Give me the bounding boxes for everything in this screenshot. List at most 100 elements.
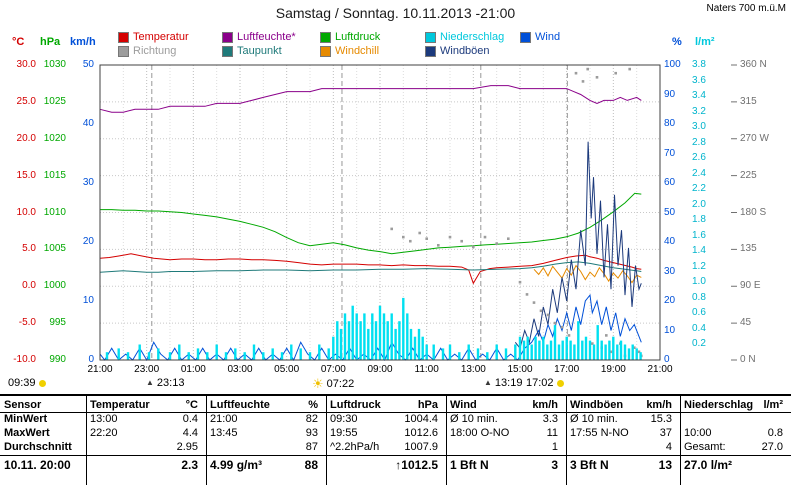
tick-label: 45 — [740, 317, 752, 329]
table-cell: 3.3 — [542, 413, 558, 425]
tick-label: 25.0 — [16, 95, 36, 107]
tick-label: 3.2 — [692, 105, 706, 117]
tick-label: 1015 — [43, 169, 66, 181]
table-cell: 4 — [665, 441, 672, 453]
table-cell: 93 — [305, 427, 318, 439]
legend-item-windchill: Windchill — [320, 45, 379, 57]
table-cell: 19:55 — [330, 427, 358, 439]
triangle-icon: ▲ — [146, 378, 154, 387]
tick-label: -10.0 — [13, 354, 36, 365]
legend-label: Luftdruck — [335, 31, 381, 43]
table-cell: 0.8 — [767, 427, 783, 439]
table-divider — [206, 396, 207, 485]
tick-label: 30 — [664, 265, 676, 277]
table-cell: ^2.2hPa/h — [330, 441, 380, 453]
tick-label: 0.6 — [692, 307, 706, 319]
time-tick-label: 09:00 — [367, 364, 393, 375]
legend-label: Taupunkt — [237, 45, 282, 57]
tick-label: 70 — [664, 147, 676, 159]
time-tick-label: 19:00 — [600, 364, 626, 375]
astro-marker-2313: ▲ 23:13 — [146, 377, 184, 389]
station-name: Naters 700 m.ü.M — [706, 3, 786, 14]
tick-label: 0.0 — [22, 280, 36, 292]
tick-label: 10.0 — [16, 206, 36, 218]
tick-label: 2.8 — [692, 136, 706, 148]
legend-label: Richtung — [133, 45, 177, 57]
tick-label: 50 — [82, 59, 94, 70]
time-tick-label: 11:00 — [414, 364, 439, 375]
axis-unit-c: °C — [12, 36, 25, 48]
tick-label: 995 — [49, 317, 66, 329]
table-cell: Sensor — [4, 399, 42, 411]
tick-label: 40 — [82, 118, 94, 129]
time-tick-label: 05:00 — [274, 364, 300, 375]
tick-label: 0 N — [740, 354, 756, 365]
tick-label: 20 — [664, 295, 676, 306]
table-cell: Luftdruck — [330, 399, 381, 411]
table-cell: 1007.9 — [404, 441, 438, 453]
tick-label: 15.0 — [16, 169, 36, 181]
legend-item-luftdruck: Luftdruck — [320, 31, 380, 43]
tick-label: 30.0 — [16, 59, 36, 70]
tick-label: 0.8 — [692, 291, 706, 303]
tick-label: 360 N — [740, 59, 767, 70]
table-cell: Ø 10 min. — [450, 413, 498, 425]
legend-item-temperatur: Temperatur — [118, 31, 189, 43]
table-cell: 2.95 — [176, 441, 198, 453]
tick-label: 270 W — [740, 132, 769, 144]
table-cell: 88 — [304, 458, 318, 472]
stats-table: Sensor MinWert MaxWert Durchschnitt 10.11. 2… — [0, 394, 791, 485]
legend-label: Luftfeuchte* — [237, 31, 296, 43]
table-cell: 11 — [546, 427, 558, 439]
table-cell: hPa — [417, 399, 438, 411]
legend-item-taupunkt: Taupunkt — [222, 45, 282, 57]
tick-label: 90 E — [740, 280, 761, 292]
astro-marker-1319: ▲ 13:19 — [484, 377, 522, 389]
table-cell: 1 Bft N — [450, 458, 489, 472]
tick-label: -5.0 — [18, 317, 36, 329]
astro-time: 13:19 — [494, 377, 523, 389]
tick-label: 10 — [664, 324, 676, 336]
legend-swatch-taupunkt — [222, 45, 233, 57]
tick-label: 80 — [664, 118, 676, 129]
table-cell: 10.11. 20:00 — [4, 458, 71, 472]
legend-item-windb-en: Windböen — [425, 45, 490, 57]
table-cell: Durchschnitt — [4, 441, 72, 453]
table-cell: 4.99 g/m³ — [210, 458, 263, 472]
tick-label: 1.0 — [692, 276, 706, 288]
y-axis-pressure: 1030 1025 1020 1015 1010 1005 1000 995 990 — [37, 0, 66, 483]
axis-unit-: % — [672, 36, 682, 48]
chart-title: Samstag / Sonntag. 10.11.2013 -21:00 — [275, 5, 516, 21]
table-cell: Temperatur — [90, 399, 150, 411]
legend-swatch-richtung — [118, 45, 129, 57]
legend-swatch-windchill — [320, 45, 331, 57]
moon-icon — [556, 379, 564, 387]
table-cell: Wind — [450, 399, 477, 411]
time-tick-label: 13:00 — [460, 364, 486, 375]
y-axis-temperature: 30.0 25.0 20.0 15.0 10.0 5.0 0.0 -5.0 -10.0 — [6, 0, 36, 483]
table-divider — [566, 396, 567, 485]
table-cell: 13:45 — [210, 427, 238, 439]
table-cell: Gesamt: — [684, 441, 726, 453]
tick-label: 1.6 — [692, 229, 706, 241]
legend-label: Niederschlag — [440, 31, 505, 43]
y-axis-windspeed: 50 40 30 20 10 0 — [70, 0, 94, 483]
time-tick-label: 21:00 — [647, 364, 673, 375]
tick-label: 30 — [82, 177, 94, 188]
tick-label: 2.4 — [692, 167, 706, 179]
table-cell: l/m² — [763, 399, 783, 411]
tick-label: 20.0 — [16, 132, 36, 144]
tick-label: 0.4 — [692, 322, 706, 334]
table-cell: 18:00 O-NO — [450, 427, 510, 439]
tick-label: 1.2 — [692, 260, 706, 272]
time-tick-label: 23:00 — [134, 364, 160, 375]
time-tick-label: 07:00 — [320, 364, 346, 375]
tick-label: 1030 — [43, 59, 66, 70]
table-cell: 15.3 — [650, 413, 672, 425]
tick-label: 2.0 — [692, 198, 706, 210]
axis-unit-km-h: km/h — [70, 36, 96, 48]
table-cell: 82 — [305, 413, 318, 425]
astro-time: 17:02 — [526, 377, 554, 389]
